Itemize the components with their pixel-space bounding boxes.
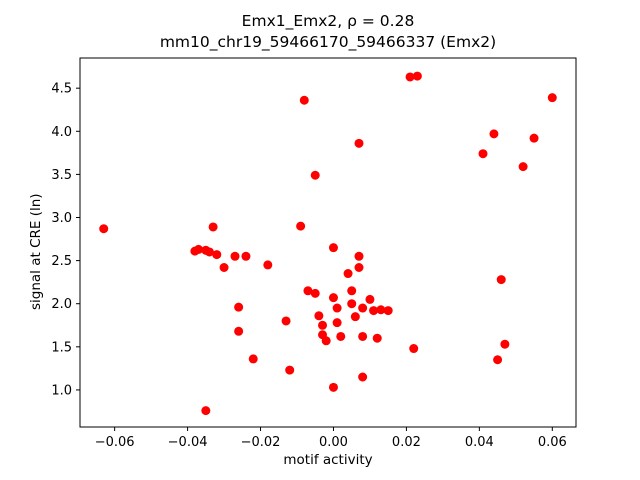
data-point bbox=[343, 269, 353, 279]
data-point bbox=[358, 331, 368, 341]
x-tick-label: −0.04 bbox=[168, 435, 208, 450]
chart-subtitle: mm10_chr19_59466170_59466337 (Emx2) bbox=[159, 33, 497, 51]
data-point bbox=[383, 306, 393, 316]
x-tick-label: 0.02 bbox=[392, 435, 421, 450]
data-point bbox=[350, 312, 360, 322]
data-point bbox=[358, 303, 368, 313]
data-point bbox=[500, 339, 510, 349]
x-tick-label: −0.06 bbox=[95, 435, 135, 450]
data-point bbox=[369, 306, 379, 316]
data-point bbox=[234, 326, 244, 336]
data-point bbox=[529, 133, 539, 143]
data-point bbox=[248, 354, 258, 364]
data-point bbox=[405, 72, 415, 82]
data-point bbox=[285, 365, 295, 375]
data-point bbox=[328, 293, 338, 303]
data-point bbox=[489, 129, 499, 139]
data-point bbox=[358, 372, 368, 382]
y-tick-label: 4.0 bbox=[51, 125, 72, 140]
data-point bbox=[354, 251, 364, 261]
x-tick-label: 0.06 bbox=[538, 435, 567, 450]
data-point bbox=[194, 244, 204, 254]
data-point bbox=[201, 406, 211, 416]
x-tick-label: 0.00 bbox=[319, 435, 348, 450]
y-tick-label: 1.5 bbox=[51, 340, 72, 355]
x-tick-label: 0.04 bbox=[465, 435, 494, 450]
y-tick-label: 2.5 bbox=[51, 254, 72, 269]
data-point bbox=[212, 250, 222, 260]
data-point bbox=[409, 344, 419, 354]
y-tick-label: 2.0 bbox=[51, 297, 72, 312]
x-tick-label: −0.02 bbox=[241, 435, 281, 450]
data-point bbox=[328, 243, 338, 253]
data-point bbox=[234, 302, 244, 312]
data-point bbox=[314, 311, 324, 321]
data-point bbox=[518, 162, 528, 172]
data-point bbox=[376, 305, 386, 315]
y-axis-label: signal at CRE (ln) bbox=[28, 193, 44, 310]
data-point bbox=[318, 320, 328, 330]
data-point bbox=[321, 336, 331, 346]
data-point bbox=[299, 95, 309, 105]
data-point bbox=[263, 260, 273, 270]
data-point bbox=[496, 275, 506, 285]
data-point bbox=[310, 288, 320, 298]
data-point bbox=[241, 251, 251, 261]
data-point bbox=[332, 318, 342, 328]
chart-title: Emx1_Emx2, ρ = 0.28 bbox=[241, 12, 415, 30]
data-point bbox=[347, 299, 357, 309]
data-point bbox=[354, 263, 364, 272]
data-point bbox=[296, 221, 306, 231]
data-point bbox=[99, 224, 109, 234]
data-point bbox=[303, 286, 313, 296]
data-point bbox=[347, 286, 357, 296]
data-point bbox=[547, 93, 557, 103]
data-point bbox=[372, 333, 382, 343]
data-point bbox=[230, 251, 240, 261]
data-point bbox=[412, 71, 422, 81]
data-point bbox=[336, 331, 346, 341]
data-point bbox=[208, 222, 218, 232]
x-axis-label: motif activity bbox=[283, 452, 373, 468]
y-tick-label: 3.5 bbox=[51, 168, 72, 183]
data-point bbox=[493, 355, 503, 365]
data-point bbox=[328, 382, 338, 392]
y-tick-label: 1.0 bbox=[51, 383, 72, 398]
data-point bbox=[310, 170, 320, 180]
data-point bbox=[478, 149, 488, 159]
axes-box bbox=[79, 57, 577, 428]
data-point bbox=[332, 303, 342, 313]
y-tick-label: 4.5 bbox=[51, 82, 72, 97]
data-point bbox=[354, 138, 364, 148]
y-tick-label: 3.0 bbox=[51, 211, 72, 226]
data-point bbox=[281, 316, 291, 326]
data-point bbox=[204, 247, 214, 257]
data-point bbox=[365, 294, 375, 304]
data-point bbox=[219, 263, 229, 272]
